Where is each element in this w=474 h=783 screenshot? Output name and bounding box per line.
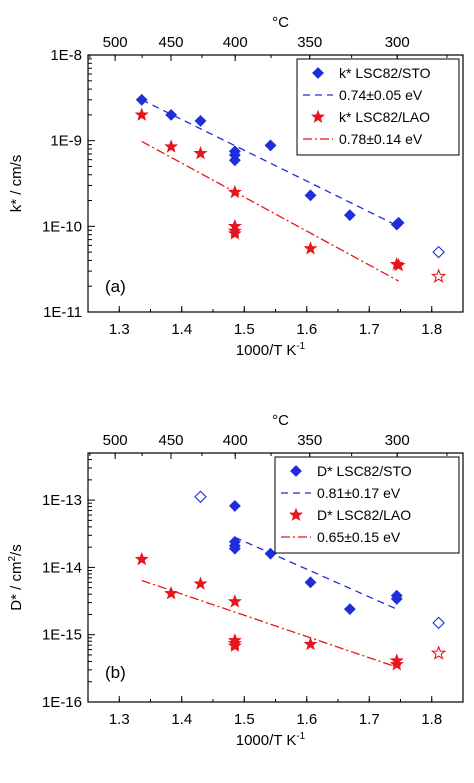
x-tick-label: 1.7 (359, 321, 380, 338)
fit-line-sto (234, 536, 398, 610)
top-tick-label: 400 (223, 432, 248, 449)
data-point-lao (303, 636, 318, 651)
data-point-lao (303, 241, 318, 255)
y-tick-label: 1E-16 (42, 694, 82, 711)
legend-entry-sto: k* LSC82/STO (339, 65, 431, 81)
open-data-point-sto (432, 245, 445, 259)
data-point-sto (264, 547, 277, 560)
x-tick-label: 1.6 (296, 321, 317, 338)
top-tick-label: 350 (297, 432, 322, 449)
y-tick-label: 1E-9 (50, 133, 82, 150)
data-point-lao (164, 139, 179, 153)
panel-label: (a) (105, 277, 126, 296)
data-point-lao (227, 226, 242, 240)
x-tick-label: 1.5 (234, 321, 255, 338)
data-point-sto (304, 189, 317, 202)
x-axis-label: 1000/T K-1 (236, 341, 306, 359)
data-point-sto (228, 154, 241, 167)
y-tick-label: 1E-14 (42, 559, 82, 576)
data-point-lao (391, 258, 406, 272)
data-point-lao (193, 576, 208, 590)
data-point-sto (135, 93, 148, 106)
data-point-lao (164, 586, 179, 600)
data-point-lao (134, 107, 149, 121)
top-tick-label: 400 (223, 34, 248, 51)
x-tick-label: 1.6 (296, 711, 317, 728)
data-point-sto (390, 593, 403, 605)
legend-entry-lao: k* LSC82/LAO (339, 109, 430, 125)
data-point-sto (264, 139, 277, 152)
top-axis-label: °C (272, 412, 289, 429)
legend-entry-fit-sto: 0.81±0.17 eV (317, 485, 401, 501)
data-point-lao (389, 657, 404, 671)
data-point-sto (304, 576, 317, 589)
data-point-sto (392, 216, 405, 229)
x-tick-label: 1.8 (421, 711, 442, 728)
top-tick-label: 500 (103, 432, 128, 449)
legend: k* LSC82/STO 0.74±0.05 eV k* LSC82/LAO 0.78… (296, 58, 460, 156)
chart-panel-a: 1.3 1.4 1.5 1.6 1.7 1.8 500 450 400 350 300 °C 1E-11… (8, 14, 464, 359)
x-tick-label: 1.3 (109, 321, 130, 338)
top-tick-label: 450 (159, 432, 184, 449)
x-tick-label: 1.7 (359, 711, 380, 728)
legend: D* LSC82/STO 0.81±0.17 eV D* LSC82/LAO 0.65… (274, 456, 460, 554)
top-tick-label: 300 (385, 432, 410, 449)
data-point-lao (134, 551, 149, 566)
open-data-point-sto (432, 616, 445, 630)
data-point-sto (165, 108, 178, 121)
data-point-sto (343, 209, 356, 222)
top-tick-label: 500 (103, 34, 128, 51)
x-tick-label: 1.4 (171, 711, 192, 728)
x-tick-label: 1.5 (234, 711, 255, 728)
data-point-sto (228, 499, 241, 512)
data-point-sto (343, 603, 356, 616)
y-axis-label: k* / cm/s (8, 155, 25, 213)
fit-line-lao (141, 579, 397, 668)
data-point-lao (193, 146, 208, 160)
y-tick-label: 1E-15 (42, 627, 82, 644)
legend-entry-fit-lao: 0.65±0.15 eV (317, 529, 401, 545)
top-axis-label: °C (272, 14, 289, 31)
y-tick-label: 1E-11 (43, 304, 82, 321)
legend-entry-sto: D* LSC82/STO (317, 463, 412, 479)
top-tick-label: 350 (297, 34, 322, 51)
x-axis-label: 1000/T K-1 (236, 731, 306, 749)
legend-entry-fit-sto: 0.74±0.05 eV (339, 87, 423, 103)
open-data-point-lao (430, 268, 447, 283)
panel-label: (b) (105, 663, 126, 682)
data-point-lao (227, 594, 242, 608)
legend-marker (289, 507, 303, 521)
y-axis-label: D* / cm2/s (7, 544, 25, 610)
legend-marker (290, 465, 302, 477)
open-data-point-lao (430, 645, 447, 660)
chart-panel-b: 1.3 1.4 1.5 1.6 1.7 1.8 500 450 400 350 300 °C 1E-16… (7, 412, 464, 749)
data-point-sto (228, 542, 241, 555)
y-tick-label: 1E-10 (42, 218, 82, 235)
x-tick-label: 1.4 (171, 321, 192, 338)
legend-marker (311, 109, 325, 123)
legend-marker (312, 67, 324, 79)
y-tick-label: 1E-13 (42, 492, 82, 509)
x-tick-label: 1.8 (421, 321, 442, 338)
top-tick-label: 300 (385, 34, 410, 51)
fit-line-lao (141, 140, 399, 282)
data-point-lao (227, 638, 242, 652)
legend-entry-fit-lao: 0.78±0.14 eV (339, 131, 423, 147)
data-point-lao (227, 184, 242, 199)
legend-entry-lao: D* LSC82/LAO (317, 507, 411, 523)
y-tick-label: 1E-8 (50, 47, 82, 64)
top-tick-label: 450 (159, 34, 184, 51)
data-point-sto (194, 115, 207, 127)
open-data-point-sto (194, 490, 207, 504)
x-tick-label: 1.3 (109, 711, 130, 728)
